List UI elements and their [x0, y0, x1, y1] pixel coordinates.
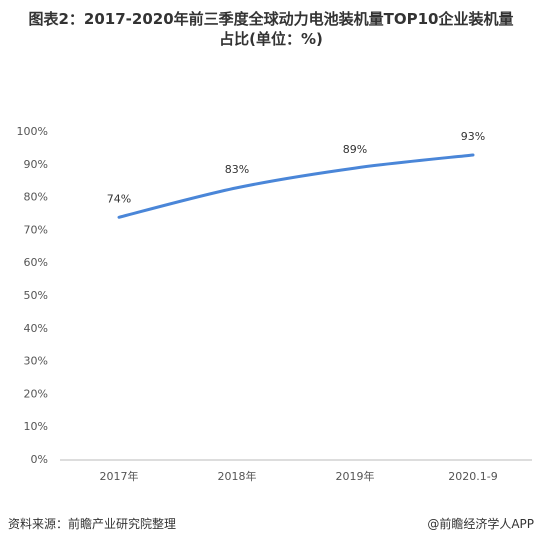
data-label: 83%: [225, 163, 249, 176]
y-tick-label: 0%: [31, 453, 48, 466]
footer: @前瞻经济学人APP: [427, 517, 534, 531]
data-label: 89%: [343, 143, 367, 156]
y-tick-label: 20%: [24, 387, 48, 400]
y-tick-label: 60%: [24, 256, 48, 269]
y-tick-label: 70%: [24, 223, 48, 236]
x-tick-label: 2017年: [100, 469, 139, 483]
chart-title: 占比(单位：%): [219, 30, 323, 48]
y-tick-label: 30%: [24, 355, 48, 368]
y-tick-label: 10%: [24, 420, 48, 433]
x-tick-label: 2018年: [218, 469, 257, 483]
y-tick-label: 40%: [24, 322, 48, 335]
x-tick-label: 2020.1-9: [448, 470, 497, 483]
x-tick-label: 2019年: [336, 469, 375, 483]
data-label: 74%: [107, 192, 131, 205]
y-tick-label: 90%: [24, 158, 48, 171]
y-tick-label: 80%: [24, 191, 48, 204]
line: [117, 153, 475, 219]
data-label: 93%: [461, 130, 485, 143]
y-tick-label: 100%: [17, 125, 48, 138]
chart-title: 图表2：2017-2020年前三季度全球动力电池装机量TOP10企业装机量: [28, 10, 514, 28]
source: 资料来源：前瞻产业研究院整理: [8, 517, 177, 531]
y-tick-label: 50%: [24, 289, 48, 302]
